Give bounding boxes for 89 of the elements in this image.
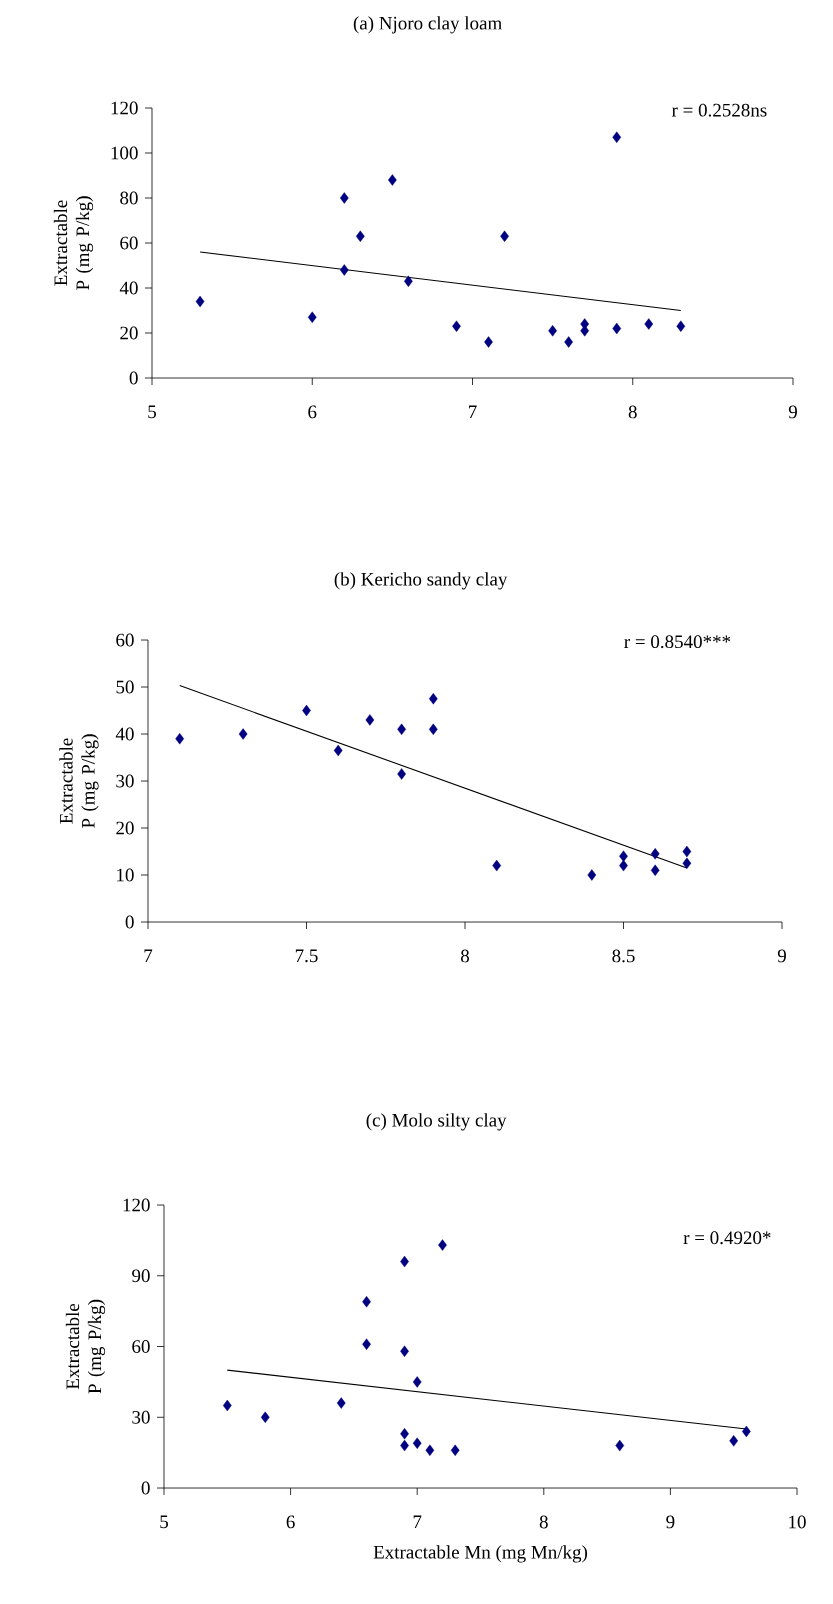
point — [397, 768, 406, 780]
point — [587, 869, 597, 881]
point — [195, 295, 205, 308]
x-tick-label: 7 — [144, 949, 153, 962]
point — [404, 275, 413, 287]
chart-title: (a) Njoro clay loam — [353, 16, 502, 34]
y-tick-label: 60 — [120, 236, 138, 250]
point — [450, 1444, 460, 1456]
point — [500, 230, 509, 242]
x-tick-label: 8.5 — [612, 949, 635, 963]
x-tick-label: 8 — [460, 949, 470, 963]
point — [362, 1296, 371, 1308]
point — [260, 1411, 270, 1423]
point — [412, 1437, 422, 1449]
point — [388, 174, 397, 186]
point — [682, 845, 692, 858]
annotation: r = 0.4920* — [683, 1231, 771, 1245]
point — [676, 320, 686, 332]
y-tick-label: 0 — [125, 915, 134, 929]
y-tick-label: 80 — [120, 191, 138, 205]
point — [365, 714, 375, 726]
point — [438, 1239, 447, 1251]
point — [650, 864, 660, 877]
point — [362, 1338, 371, 1350]
point — [452, 320, 461, 332]
x-tick-label: 5 — [160, 1515, 168, 1529]
y-tick-label: 40 — [119, 281, 138, 295]
point — [339, 192, 349, 204]
point — [339, 264, 349, 276]
point — [650, 848, 660, 860]
point — [175, 733, 185, 745]
y-axis-title: Extractable P (mg P/kg) — [65, 1299, 106, 1394]
x-tick-label: 9 — [666, 1515, 675, 1529]
point — [400, 1428, 409, 1440]
y-tick-label: 20 — [120, 326, 138, 340]
y-tick-label: 90 — [132, 1269, 150, 1283]
y-tick-label: 60 — [116, 633, 134, 647]
y-tick-label: 0 — [129, 371, 138, 385]
point — [428, 723, 438, 736]
y-tick-label: 20 — [116, 821, 134, 835]
x-tick-label: 8 — [628, 405, 637, 419]
x-tick-label: 10 — [789, 1515, 806, 1529]
point — [492, 859, 502, 872]
x-tick-label: 9 — [777, 949, 786, 963]
point — [356, 230, 365, 242]
point — [682, 857, 692, 869]
x-tick-label: 6 — [286, 1515, 295, 1529]
x-tick-label: 7.5 — [295, 949, 318, 963]
x-tick-label: 5 — [148, 405, 156, 419]
annotation: r = 0.8540*** — [624, 635, 731, 649]
y-tick-label: 120 — [123, 1198, 150, 1212]
point — [729, 1435, 739, 1447]
chart-title: (b) Kericho sandy clay — [334, 572, 508, 590]
x-tick-label: 9 — [788, 405, 797, 419]
point — [548, 325, 557, 337]
y-tick-label: 120 — [111, 101, 138, 115]
x-tick-label: 7 — [469, 405, 477, 418]
point — [400, 1345, 409, 1357]
point — [428, 693, 438, 705]
x-tick-label: 7 — [413, 1515, 422, 1528]
y-tick-label: 40 — [115, 727, 134, 741]
y-tick-label: 0 — [141, 1481, 150, 1495]
point — [307, 311, 317, 323]
y-tick-label: 30 — [116, 774, 134, 788]
point — [238, 728, 248, 740]
point — [484, 336, 493, 348]
y-axis-title: Extractable P (mg P/kg) — [59, 734, 99, 828]
point — [333, 744, 343, 757]
x-tick-label: 6 — [308, 405, 317, 419]
y-tick-label: 10 — [117, 868, 134, 882]
point — [564, 336, 573, 348]
annotation: r = 0.2528ns — [671, 103, 767, 117]
point — [425, 1444, 435, 1456]
point — [619, 850, 628, 862]
point — [615, 1439, 625, 1452]
chart-title: (c) Molo silty clay — [366, 1113, 507, 1131]
point — [612, 322, 622, 335]
x-tick-label: 8 — [539, 1515, 548, 1529]
point — [222, 1399, 232, 1412]
point — [336, 1397, 346, 1409]
point — [612, 131, 622, 143]
y-tick-label: 100 — [111, 146, 138, 160]
y-tick-label: 60 — [132, 1340, 150, 1353]
x-axis-title: Extractable Mn (mg Mn/kg) — [373, 1545, 588, 1563]
point — [644, 318, 654, 330]
point — [412, 1376, 422, 1388]
y-axis-title: Extractable P (mg P/kg) — [53, 196, 94, 290]
y-tick-label: 50 — [116, 680, 134, 694]
y-tick-label: 30 — [132, 1410, 150, 1424]
